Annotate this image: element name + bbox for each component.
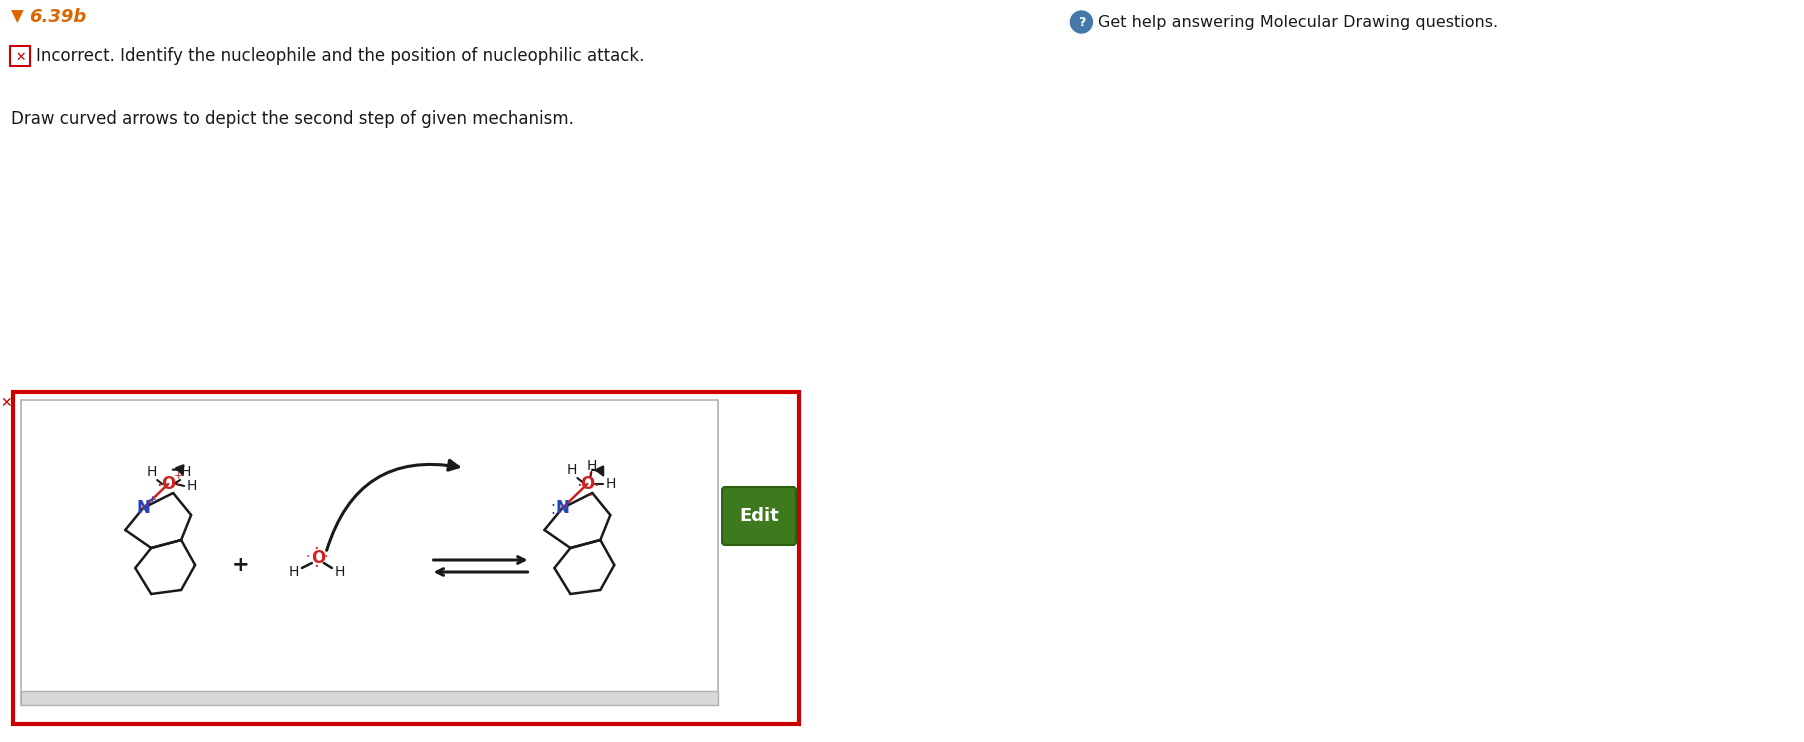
Text: ·: ·: [175, 477, 180, 495]
Text: O: O: [581, 475, 595, 493]
FancyArrowPatch shape: [173, 465, 184, 474]
Text: H: H: [586, 459, 597, 473]
Text: Edit: Edit: [740, 507, 779, 525]
Text: H: H: [146, 465, 157, 479]
Text: ·: ·: [323, 550, 328, 564]
Text: Draw curved arrows to depict the second step of given mechanism.: Draw curved arrows to depict the second …: [11, 110, 574, 128]
Text: O: O: [161, 475, 175, 493]
Text: ?: ?: [1077, 16, 1084, 28]
FancyBboxPatch shape: [11, 46, 31, 66]
Text: ·: ·: [594, 477, 599, 495]
Text: N: N: [556, 499, 570, 517]
Text: ·: ·: [305, 550, 310, 564]
Text: Incorrect. Identify the nucleophile and the position of nucleophilic attack.: Incorrect. Identify the nucleophile and …: [36, 47, 644, 65]
Text: ·: ·: [314, 558, 319, 576]
Text: +: +: [173, 471, 182, 481]
Text: ·: ·: [586, 488, 592, 504]
Text: N: N: [137, 499, 150, 517]
Text: ✕: ✕: [14, 50, 25, 64]
FancyBboxPatch shape: [722, 487, 796, 545]
Text: ·: ·: [577, 477, 583, 495]
Text: O: O: [310, 549, 325, 567]
Bar: [22, 691, 718, 705]
Bar: [22, 400, 718, 705]
Text: ·: ·: [586, 467, 592, 482]
FancyArrowPatch shape: [592, 467, 603, 475]
Text: H: H: [188, 479, 197, 493]
Circle shape: [1070, 11, 1093, 33]
Text: +: +: [233, 555, 249, 575]
Text: +: +: [148, 495, 157, 505]
Text: H: H: [566, 463, 577, 477]
Text: 6.39b: 6.39b: [29, 8, 87, 26]
Bar: [13, 392, 799, 724]
FancyArrowPatch shape: [327, 460, 458, 551]
Text: ·: ·: [314, 540, 319, 558]
Text: ·: ·: [550, 499, 556, 513]
Text: ▼: ▼: [11, 8, 31, 26]
Text: H: H: [289, 565, 299, 579]
Text: H: H: [336, 565, 345, 579]
Text: H: H: [606, 477, 617, 491]
Text: ·: ·: [157, 477, 162, 495]
Text: ✕: ✕: [0, 396, 13, 410]
Text: H: H: [180, 465, 191, 479]
Text: Get help answering Molecular Drawing questions.: Get help answering Molecular Drawing que…: [1099, 15, 1499, 30]
Text: ·: ·: [550, 508, 556, 522]
